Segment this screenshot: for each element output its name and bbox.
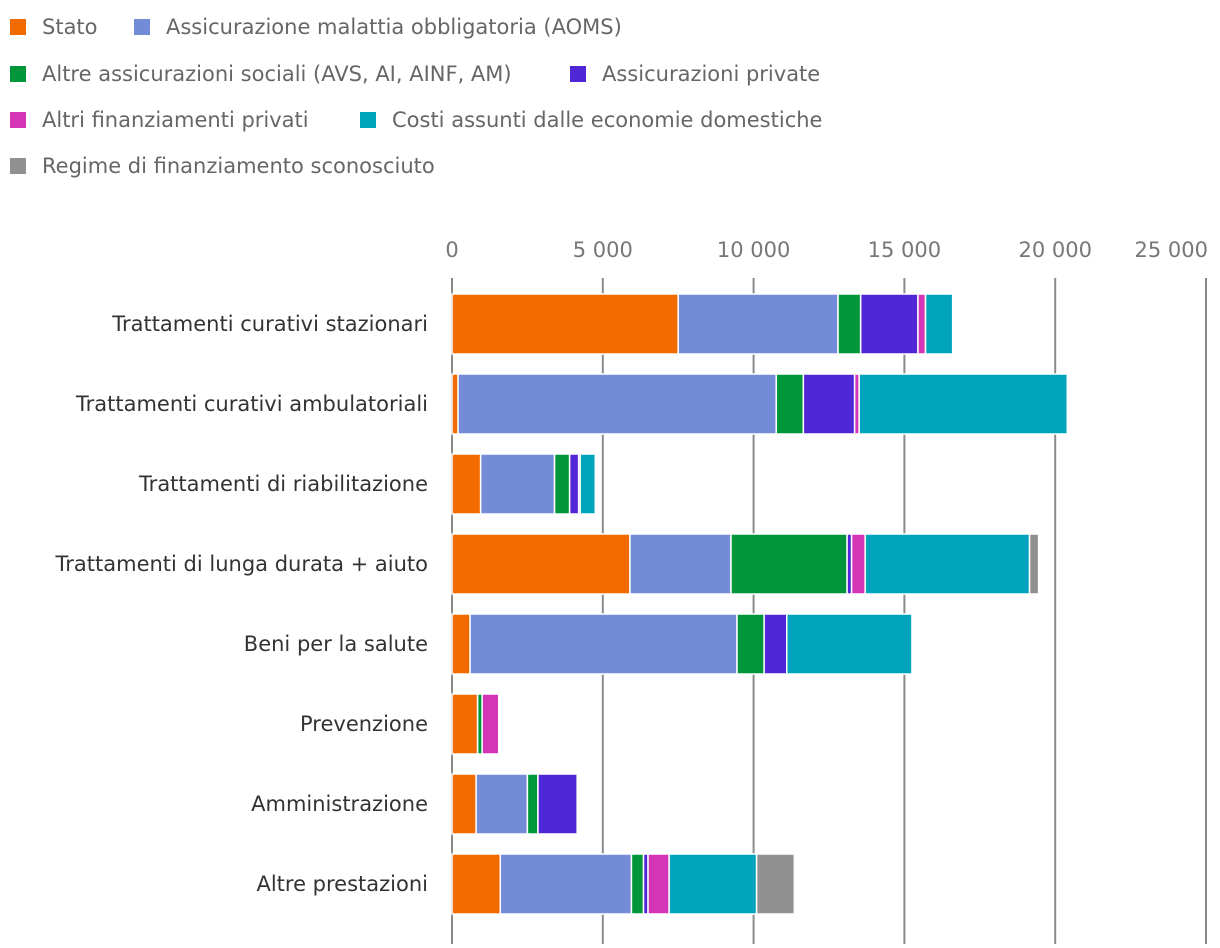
legend-swatch (10, 158, 26, 174)
legend-label: Stato (42, 15, 98, 39)
bar-segment-costi-assunti-dalle-economie-domestiche (924, 293, 954, 355)
legend-label: Regime di finanziamento sconosciuto (42, 154, 435, 178)
y-axis-categories: Trattamenti curativi stazionari Trattamen… (55, 312, 428, 896)
bar-segment-regime-di-finanziamento-sconosciuto (1028, 533, 1040, 595)
category-label: Beni per la salute (244, 632, 428, 656)
bar-segment-costi-assunti-dalle-economie-domestiche (668, 853, 758, 915)
category-label: Trattamenti di riabilitazione (138, 472, 428, 496)
bar-row-trattamenti-di-lunga-durata-aiuto (451, 533, 1040, 595)
category-label: Altre prestazioni (256, 872, 428, 896)
bar-segment-stato (451, 533, 631, 595)
bar-segment-assicurazione-malattia-obbligatoria-aoms (479, 453, 556, 515)
bar-segment-stato (451, 613, 471, 675)
bar-segment-altri-finanziamenti-privati (647, 853, 670, 915)
bar-segment-assicurazioni-private (568, 453, 580, 515)
legend-label: Altre assicurazioni sociali (AVS, AI, AI… (42, 62, 512, 86)
x-tick-label: 20 000 (1018, 238, 1091, 262)
bar-segment-altri-finanziamenti-privati (481, 693, 500, 755)
bar-segment-assicurazioni-private (859, 293, 919, 355)
bar-row-trattamenti-di-riabilitazione (451, 453, 597, 515)
bar-segment-costi-assunti-dalle-economie-domestiche (579, 453, 597, 515)
bar-segment-stato (451, 453, 482, 515)
legend-swatch (10, 19, 26, 35)
legend-item-altre-assicurazioni-sociali-avs-ai-ainf-am: Altre assicurazioni sociali (AVS, AI, AI… (10, 62, 512, 86)
bar-segment-costi-assunti-dalle-economie-domestiche (864, 533, 1031, 595)
x-tick-label: 25 000 (1135, 238, 1208, 262)
legend-item-costi-assunti-dalle-economie-domestiche: Costi assunti dalle economie domestiche (360, 108, 822, 132)
bars (451, 293, 1069, 915)
x-axis-ticks: 0 5 000 10 000 15 000 20 000 25 000 (445, 238, 1208, 262)
bar-segment-assicurazione-malattia-obbligatoria-aoms (475, 773, 529, 835)
bar-segment-stato (451, 293, 679, 355)
bar-segment-assicurazione-malattia-obbligatoria-aoms (629, 533, 732, 595)
bar-row-altre-prestazioni (451, 853, 796, 915)
legend-swatch (360, 112, 376, 128)
bar-segment-assicurazioni-private (802, 373, 856, 435)
legend-item-assicurazioni-private: Assicurazioni private (570, 62, 820, 86)
bar-segment-assicurazione-malattia-obbligatoria-aoms (469, 613, 738, 675)
bar-segment-assicurazioni-private (763, 613, 788, 675)
bar-segment-stato (451, 693, 479, 755)
legend-label: Costi assunti dalle economie domestiche (392, 108, 822, 132)
bar-segment-assicurazioni-private (537, 773, 578, 835)
bar-segment-altre-assicurazioni-sociali-avs-ai-ainf-am (730, 533, 848, 595)
legend: Stato Assicurazione malattia obbligatoria… (10, 15, 822, 178)
bar-segment-altre-assicurazioni-sociali-avs-ai-ainf-am (630, 853, 645, 915)
bar-segment-altri-finanziamenti-privati (917, 293, 927, 355)
category-label: Amministrazione (251, 792, 428, 816)
bar-segment-costi-assunti-dalle-economie-domestiche (858, 373, 1069, 435)
bar-segment-altre-assicurazioni-sociali-avs-ai-ainf-am (837, 293, 862, 355)
bar-segment-altri-finanziamenti-privati (850, 533, 866, 595)
bar-row-prevenzione (451, 693, 500, 755)
x-tick-label: 5 000 (573, 238, 633, 262)
legend-item-assicurazione-malattia-obbligatoria-aoms: Assicurazione malattia obbligatoria (AOM… (134, 15, 622, 39)
x-tick-label: 10 000 (717, 238, 790, 262)
legend-swatch (570, 66, 586, 82)
bar-segment-assicurazione-malattia-obbligatoria-aoms (457, 373, 777, 435)
bar-segment-altre-assicurazioni-sociali-avs-ai-ainf-am (553, 453, 571, 515)
legend-item-altri-finanziamenti-privati: Altri finanziamenti privati (10, 108, 309, 132)
legend-item-stato: Stato (10, 15, 98, 39)
legend-label: Altri finanziamenti privati (42, 108, 309, 132)
bar-segment-costi-assunti-dalle-economie-domestiche (786, 613, 913, 675)
bar-segment-stato (451, 853, 502, 915)
category-label: Trattamenti curativi stazionari (111, 312, 428, 336)
bar-segment-altre-assicurazioni-sociali-avs-ai-ainf-am (775, 373, 805, 435)
bar-row-trattamenti-curativi-ambulatoriali (451, 373, 1069, 435)
bar-segment-regime-di-finanziamento-sconosciuto (755, 853, 796, 915)
bar-row-amministrazione (451, 773, 578, 835)
bar-row-trattamenti-curativi-stazionari (451, 293, 954, 355)
legend-swatch (10, 66, 26, 82)
bar-segment-stato (451, 773, 477, 835)
bar-segment-stato (451, 373, 459, 435)
legend-item-regime-di-finanziamento-sconosciuto: Regime di finanziamento sconosciuto (10, 154, 435, 178)
bar-segment-altre-assicurazioni-sociali-avs-ai-ainf-am (736, 613, 765, 675)
legend-label: Assicurazioni private (602, 62, 820, 86)
bar-row-beni-per-la-salute (451, 613, 913, 675)
bar-segment-assicurazione-malattia-obbligatoria-aoms (677, 293, 839, 355)
category-label: Prevenzione (300, 712, 428, 736)
category-label: Trattamenti curativi ambulatoriali (75, 392, 428, 416)
x-tick-label: 0 (445, 238, 458, 262)
bar-segment-altre-assicurazioni-sociali-avs-ai-ainf-am (526, 773, 539, 835)
legend-swatch (134, 19, 150, 35)
legend-swatch (10, 112, 26, 128)
category-label: Trattamenti di lunga durata + aiuto (55, 552, 428, 576)
bar-segment-assicurazione-malattia-obbligatoria-aoms (499, 853, 633, 915)
legend-label: Assicurazione malattia obbligatoria (AOM… (166, 15, 622, 39)
x-tick-label: 15 000 (868, 238, 941, 262)
